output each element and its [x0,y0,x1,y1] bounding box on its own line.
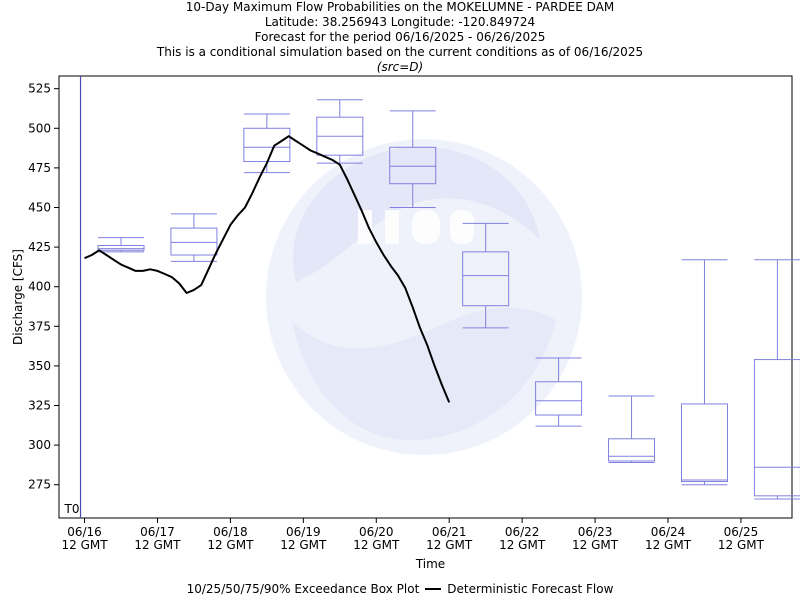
box-iqr-1 [170,227,218,256]
x-tick-label-date-3: 06/19 [286,525,321,539]
box-iqr-2 [243,127,291,163]
y-tick-label-425: 425 [28,240,51,254]
x-axis-title: Time [415,557,445,571]
x-tick-label-date-2: 06/18 [213,525,248,539]
chart-title-line-1: 10-Day Maximum Flow Probabilities on the… [185,0,615,14]
y-tick-label-325: 325 [28,399,51,413]
x-tick-label-date-7: 06/23 [578,525,613,539]
legend-line-label: Deterministic Forecast Flow [447,582,614,596]
x-tick-label-time-4: 12 GMT [353,538,400,552]
y-tick-label-475: 475 [28,161,51,175]
x-tick-label-date-6: 06/22 [505,525,540,539]
box-iqr-0 [97,245,145,251]
y-tick-label-350: 350 [28,359,51,373]
plot-frame [58,75,793,519]
x-tick-label-time-2: 12 GMT [207,538,254,552]
box-iqr-9 [753,359,800,497]
x-tick-label-date-8: 06/24 [651,525,686,539]
t0-label: T0 [64,502,80,516]
plot-area: 27530032535037540042545047550052506/1612… [11,75,800,571]
deterministic-forecast-line-0 [84,135,451,403]
chart-title-line-3: Forecast for the period 06/16/2025 - 06/… [254,30,546,44]
chart-title-line-2: Latitude: 38.256943 Longitude: -120.8497… [264,15,536,29]
box-iqr-5 [462,251,510,307]
x-tick-label-time-7: 12 GMT [572,538,619,552]
legend-line-swatch [425,588,442,590]
legend-box-label: 10/25/50/75/90% Exceedance Box Plot [186,582,420,596]
x-tick-label-date-5: 06/21 [432,525,467,539]
y-tick-label-275: 275 [28,478,51,492]
chart-title-block: 10-Day Maximum Flow Probabilities on the… [0,0,800,75]
chart-legend: 10/25/50/75/90% Exceedance Box Plot Dete… [0,580,800,598]
x-tick-label-time-6: 12 GMT [499,538,546,552]
chart-title-line-4: This is a conditional simulation based o… [156,45,644,59]
x-tick-label-time-9: 12 GMT [718,538,765,552]
x-tick-label-date-4: 06/20 [359,525,394,539]
chart-subtitle: (src=D) [376,60,424,74]
noaa-seal-watermark [266,139,582,455]
box-iqr-6 [535,381,583,416]
x-tick-label-time-0: 12 GMT [61,538,108,552]
y-tick-label-300: 300 [28,438,51,452]
x-tick-label-time-5: 12 GMT [426,538,473,552]
y-tick-label-450: 450 [28,200,51,214]
y-tick-label-375: 375 [28,319,51,333]
box-iqr-7 [608,438,656,462]
x-tick-label-date-9: 06/25 [724,525,759,539]
y-tick-label-500: 500 [28,121,51,135]
box-iqr-4 [389,146,437,185]
x-tick-label-time-3: 12 GMT [280,538,327,552]
x-tick-label-date-0: 06/16 [67,525,102,539]
y-tick-label-525: 525 [28,82,51,96]
y-axis-title: Discharge [CFS] [11,249,25,345]
x-tick-label-time-8: 12 GMT [645,538,692,552]
y-tick-label-400: 400 [28,280,51,294]
x-tick-label-time-1: 12 GMT [134,538,181,552]
x-tick-label-date-1: 06/17 [140,525,175,539]
box-iqr-8 [680,403,728,483]
